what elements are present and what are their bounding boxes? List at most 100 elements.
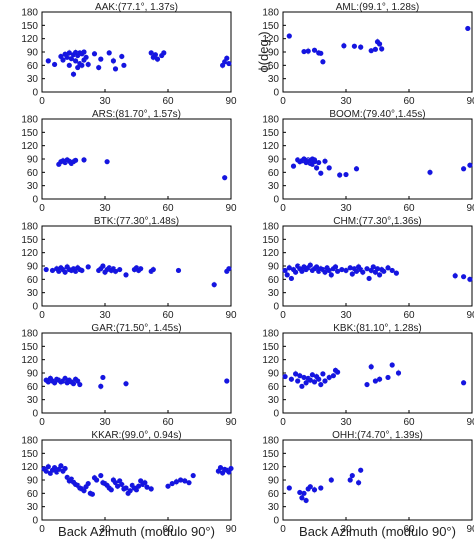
y-tick-label: 180 [21, 115, 38, 126]
y-tick-label: 0 [32, 88, 38, 99]
y-tick-label: 90 [268, 262, 280, 273]
data-point [330, 373, 336, 379]
y-axis-label: ϕ(deg.) [256, 31, 271, 72]
y-tick-label: 120 [262, 34, 279, 45]
y-tick-label: 150 [21, 449, 38, 460]
x-tick-label: 90 [466, 96, 474, 107]
data-point [311, 379, 318, 385]
data-point [66, 50, 72, 56]
y-tick-label: 30 [268, 288, 280, 299]
data-point [366, 275, 372, 282]
data-point [284, 272, 290, 278]
data-point [226, 266, 232, 272]
data-point [293, 269, 299, 275]
y-tick-label: 120 [21, 141, 38, 152]
y-tick-label: 60 [27, 61, 39, 72]
data-point [73, 157, 79, 163]
y-tick-label: 120 [262, 462, 279, 473]
data-point [339, 266, 345, 273]
x-tick-label: 30 [99, 203, 111, 214]
data-point [364, 381, 370, 388]
data-point [66, 62, 72, 68]
data-point [152, 52, 158, 58]
data-point [309, 372, 315, 378]
data-point [301, 48, 307, 55]
x-tick-label: 60 [162, 524, 174, 535]
panel-title: GAR:(71.50°, 1.45s) [91, 323, 181, 334]
data-point [226, 60, 232, 67]
y-tick-label: 180 [21, 222, 38, 233]
y-tick-label: 150 [262, 342, 279, 353]
y-tick-label: 120 [262, 355, 279, 366]
data-point [70, 381, 77, 387]
x-tick-label: 0 [280, 203, 286, 214]
y-tick-label: 150 [21, 128, 38, 139]
y-tick-label: 30 [27, 502, 39, 513]
data-point [368, 48, 374, 54]
data-point [49, 267, 56, 274]
data-point [335, 369, 341, 375]
data-point [117, 266, 123, 273]
y-tick-label: 0 [32, 195, 38, 206]
y-tick-label: 90 [27, 155, 39, 166]
data-point [83, 54, 89, 60]
data-point [311, 487, 318, 493]
y-tick-label: 180 [262, 8, 279, 19]
x-tick-label: 30 [99, 310, 111, 321]
y-tick-label: 30 [27, 181, 39, 192]
panel-title: OHH:(74.70°, 1.39s) [332, 430, 423, 441]
plot-frame [41, 332, 232, 414]
data-point [316, 376, 322, 382]
y-tick-label: 90 [268, 369, 280, 380]
data-point [332, 264, 339, 270]
data-point [385, 265, 391, 271]
data-point [347, 265, 353, 271]
data-point [465, 25, 471, 32]
x-tick-label: 90 [466, 310, 474, 321]
y-tick-label: 60 [268, 61, 280, 72]
data-point [73, 58, 79, 64]
data-point [307, 262, 313, 268]
panel-title: AML:(99.1°, 1.28s) [336, 2, 419, 13]
data-point [372, 46, 378, 52]
data-point [374, 266, 381, 272]
data-point [343, 267, 349, 274]
data-point [320, 59, 326, 65]
data-point [175, 267, 182, 274]
y-tick-label: 30 [27, 74, 39, 85]
data-point [351, 43, 357, 49]
x-tick-label: 0 [39, 310, 45, 321]
y-tick-label: 0 [32, 409, 38, 420]
y-tick-label: 30 [268, 502, 280, 513]
data-point [60, 57, 66, 63]
data-point [178, 477, 184, 483]
data-point [91, 51, 98, 57]
data-point [81, 157, 87, 163]
x-tick-label: 60 [162, 96, 174, 107]
y-tick-label: 60 [268, 489, 280, 500]
y-tick-label: 30 [268, 181, 280, 192]
data-point [364, 266, 370, 272]
data-point [299, 268, 305, 274]
y-tick-label: 90 [27, 476, 39, 487]
data-point [70, 71, 77, 77]
data-point [43, 266, 49, 273]
data-point [314, 165, 320, 171]
data-point [110, 58, 116, 64]
data-point [89, 491, 95, 497]
y-tick-label: 30 [268, 74, 280, 85]
data-point [305, 48, 311, 54]
data-point [316, 159, 322, 166]
data-point [186, 480, 192, 486]
x-tick-label: 60 [403, 524, 415, 535]
data-point [106, 50, 112, 56]
data-point [62, 269, 68, 275]
data-point [337, 172, 343, 178]
data-point [123, 485, 129, 491]
data-point [98, 56, 104, 62]
data-point [288, 275, 294, 282]
